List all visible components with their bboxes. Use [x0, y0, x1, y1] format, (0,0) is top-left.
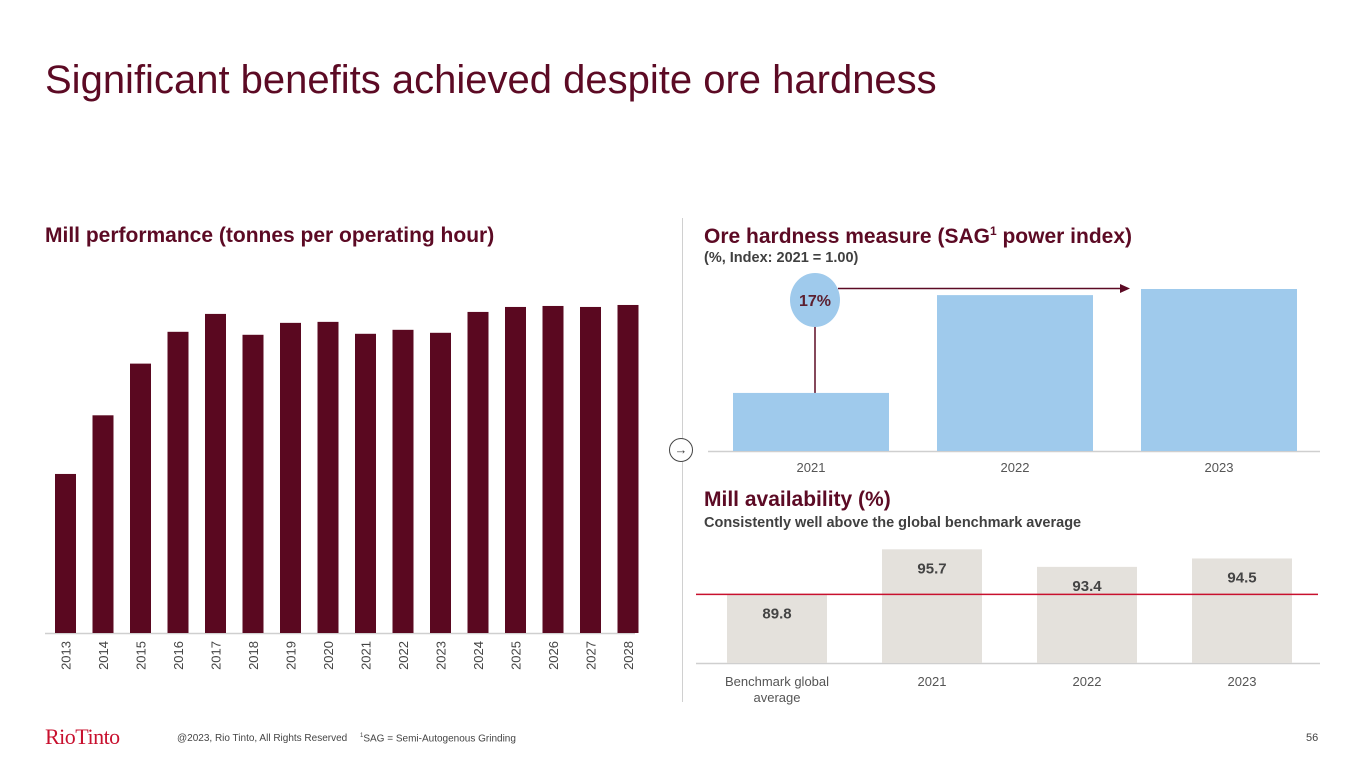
- annotation-label: 17%: [799, 293, 831, 310]
- x-tick-label: 2021: [918, 674, 947, 689]
- bar-2018: [242, 334, 264, 633]
- x-tick-label: 2016: [171, 641, 186, 670]
- x-tick-label: 2022: [1001, 460, 1030, 475]
- ore-hardness-subtitle: (%, Index: 2021 = 1.00): [704, 250, 859, 266]
- bar-2025: [505, 306, 526, 633]
- arrow-right-icon[interactable]: →: [669, 438, 693, 462]
- mill-performance-title: Mill performance (tonnes per operating h…: [45, 224, 495, 247]
- mill-performance-chart: 2013 2014 2015 2016 2017 2018 2019 2020 2021 2022…: [45, 304, 639, 670]
- rio-tinto-logo: RioTinto: [45, 724, 120, 749]
- annotation-bubble: [790, 273, 840, 327]
- arrow-head-icon: [1120, 284, 1130, 293]
- mill-availability-subtitle: Consistently well above the global bench…: [704, 515, 1082, 531]
- bar-2014: [92, 415, 114, 633]
- x-tick-label: 2019: [284, 641, 299, 670]
- footnote: 1SAG = Semi-Autogenous Grinding: [360, 733, 516, 744]
- data-label: 93.4: [1072, 578, 1102, 595]
- bar-2022: [1037, 566, 1137, 663]
- x-tick-label: 2018: [246, 641, 261, 670]
- x-tick-label: 2017: [209, 641, 224, 670]
- bar-2024: [467, 311, 489, 633]
- ore-hardness-title-end: power index): [996, 225, 1132, 248]
- mill-availability-title: Mill availability (%): [704, 488, 891, 511]
- bar-2019: [280, 322, 301, 633]
- bar-2028: [617, 304, 639, 633]
- bar-benchmark-global-average: [727, 594, 827, 663]
- x-tick-label: 2022: [1073, 674, 1102, 689]
- ore-hardness-title: Ore hardness measure (SAG1 power index): [704, 224, 1132, 249]
- x-tick-label: 2022: [396, 641, 411, 670]
- ore-hardness-title-main: Ore hardness measure (SAG: [704, 225, 990, 248]
- data-label: 89.8: [762, 605, 791, 622]
- bar-2022: [937, 295, 1093, 451]
- bar-2023: [1141, 289, 1297, 451]
- x-tick-label: 2027: [584, 641, 599, 670]
- bar-2021: [733, 392, 889, 451]
- x-tick-label: 2026: [546, 641, 561, 670]
- x-tick-label: 2021: [359, 641, 374, 670]
- bar-2017: [205, 313, 226, 633]
- x-tick-label: 2020: [321, 641, 336, 670]
- bar-2020: [317, 321, 339, 633]
- bar-2027: [580, 306, 601, 633]
- copyright-text: @2023, Rio Tinto, All Rights Reserved: [177, 733, 348, 744]
- slide-title: Significant benefits achieved despite or…: [45, 58, 937, 102]
- page-number: 56: [1306, 732, 1319, 744]
- x-tick-label: Benchmark global: [725, 674, 829, 689]
- x-tick-label: 2023: [1205, 460, 1234, 475]
- data-label: 95.7: [917, 560, 946, 577]
- footnote-sup: 1: [360, 733, 364, 739]
- ore-hardness-title-sup: 1: [989, 224, 997, 238]
- footnote-text: SAG = Semi-Autogenous Grinding: [363, 733, 516, 745]
- x-tick-label: 2021: [797, 460, 826, 475]
- x-tick-label: 2025: [509, 641, 524, 670]
- x-tick-label: average: [754, 690, 801, 705]
- x-tick-label: 2013: [59, 641, 74, 670]
- x-tick-label: 2023: [434, 641, 449, 670]
- bar-2021: [882, 549, 982, 663]
- bar-2026: [542, 305, 564, 633]
- x-tick-label: 2023: [1228, 674, 1257, 689]
- x-tick-label: 2015: [134, 641, 149, 670]
- ore-hardness-chart: 2021 2022 2023 17%: [708, 273, 1320, 475]
- bar-2015: [130, 363, 151, 633]
- bar-2023: [1192, 558, 1292, 663]
- bar-2021: [355, 333, 376, 633]
- bar-2022: [392, 329, 414, 633]
- x-tick-label: 2028: [621, 641, 636, 670]
- bar-2016: [167, 331, 189, 633]
- bar-2013: [55, 473, 76, 633]
- x-tick-label: 2024: [471, 641, 486, 670]
- x-tick-label: 2014: [96, 641, 111, 670]
- bar-2023: [430, 332, 451, 633]
- data-label: 94.5: [1227, 569, 1256, 586]
